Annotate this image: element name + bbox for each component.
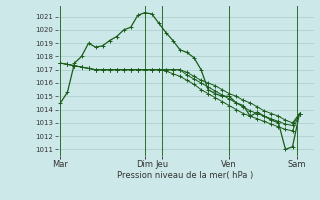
X-axis label: Pression niveau de la mer( hPa ): Pression niveau de la mer( hPa ) — [117, 171, 254, 180]
